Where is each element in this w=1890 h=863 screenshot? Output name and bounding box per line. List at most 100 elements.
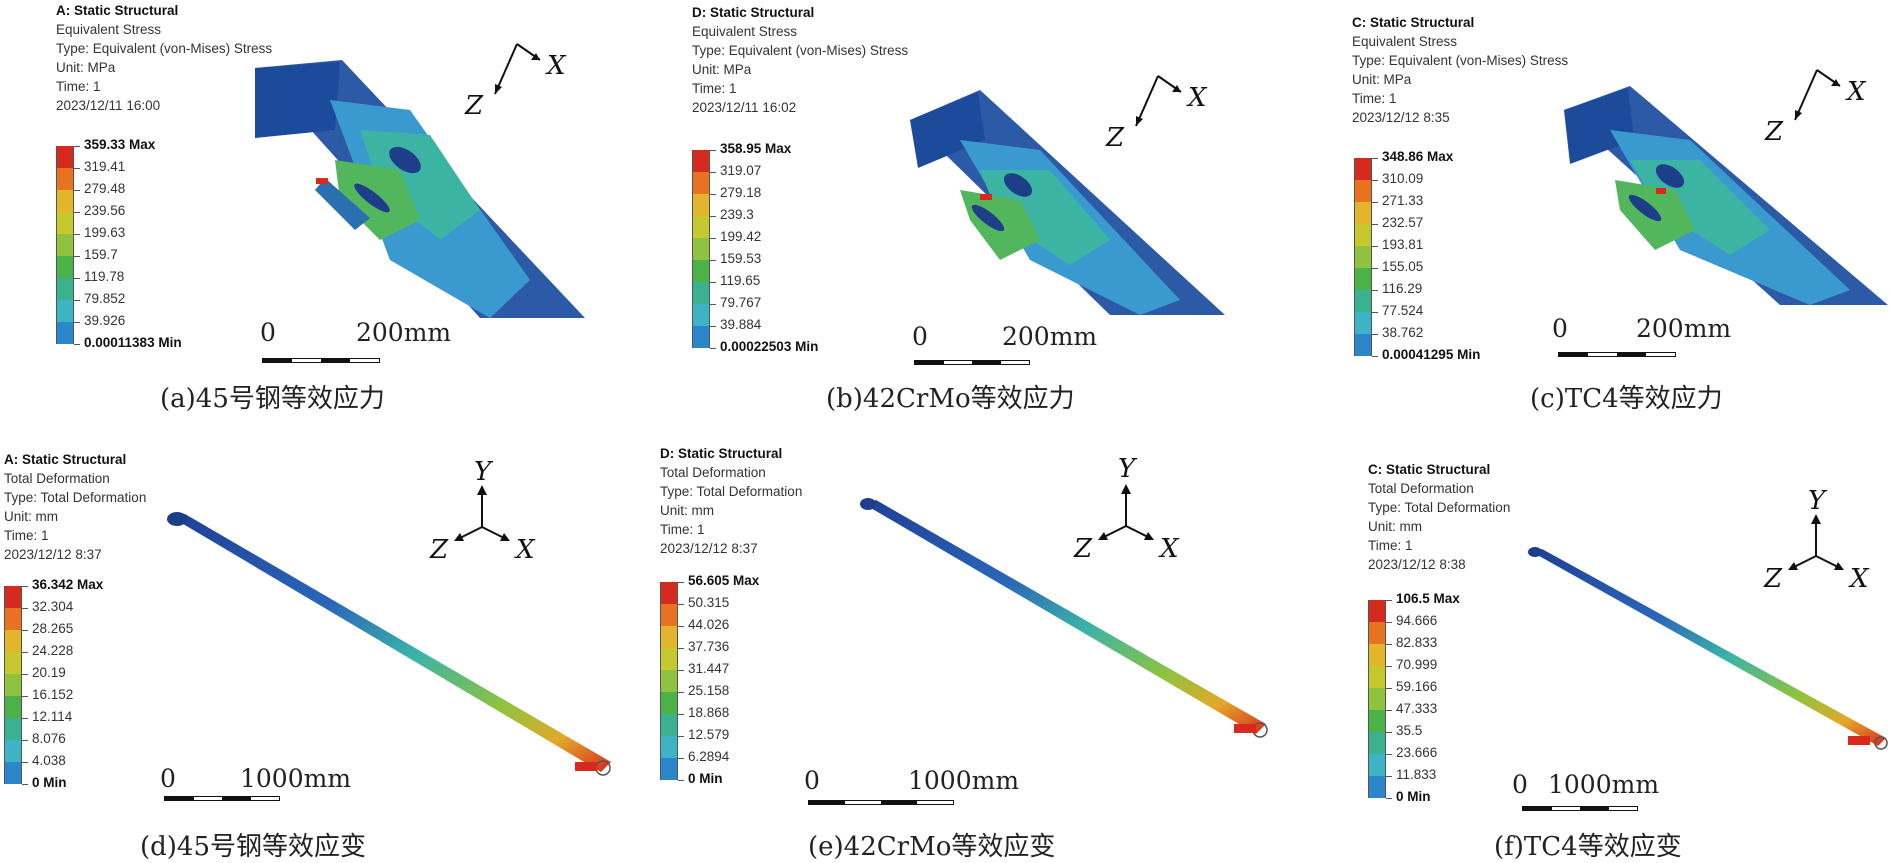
legend-color-band — [660, 692, 678, 714]
legend-value-label: 279.48 — [84, 181, 126, 196]
legend-color-band — [1354, 246, 1372, 268]
legend-max-label: 36.342 Max — [32, 577, 104, 592]
legend-value-label: 4.038 — [32, 753, 66, 768]
legend-max-label: 358.95 Max — [720, 141, 792, 156]
result-date: 2023/12/12 8:35 — [1352, 110, 1450, 125]
result-header: C: Static Structural Total Deformation T… — [1368, 460, 1510, 574]
legend-color-band — [1354, 290, 1372, 312]
legend-value-label: 11.833 — [1396, 767, 1437, 782]
legend-color-band — [56, 190, 74, 212]
legend-color-band — [1354, 268, 1372, 290]
result-name: Equivalent Stress — [692, 24, 798, 39]
result-unit: Unit: MPa — [1352, 72, 1412, 87]
legend-color-band — [56, 146, 74, 168]
axis-z-label: Z — [1764, 117, 1784, 147]
legend-value-label: 38.762 — [1382, 325, 1424, 340]
result-header: D: Static Structural Total Deformation T… — [660, 444, 802, 558]
scale-start-label: 0 — [260, 318, 276, 347]
coordinate-triad-icon: X Z — [464, 43, 567, 121]
legend-value-label: 12.579 — [688, 727, 730, 742]
result-name: Total Deformation — [4, 471, 110, 486]
legend-color-band — [1368, 710, 1386, 732]
legend-value-label: 94.666 — [1396, 613, 1438, 628]
legend-value-label: 199.63 — [84, 225, 126, 240]
legend-value-label: 77.524 — [1382, 303, 1424, 318]
coordinate-triad-icon: Y Z X — [1763, 486, 1870, 594]
legend-color-band — [692, 304, 710, 326]
legend-value-label: 310.09 — [1382, 171, 1424, 186]
legend-value-label: 32.304 — [32, 599, 74, 614]
legend-color-band — [1354, 202, 1372, 224]
legend-color-band — [4, 762, 22, 784]
max-probe-icon — [316, 178, 328, 184]
legend-color-band — [692, 172, 710, 194]
legend-value-label: 20.19 — [32, 665, 66, 680]
legend-value-label: 47.333 — [1396, 701, 1438, 716]
legend-color-band — [56, 278, 74, 300]
legend-value-label: 199.42 — [720, 229, 762, 244]
figure-caption: (e)42CrMo等效应变 — [808, 832, 1056, 862]
axis-x-label: X — [1158, 534, 1180, 563]
result-type: Type: Equivalent (von-Mises) Stress — [56, 41, 273, 56]
stress-model-view — [1564, 86, 1888, 305]
legend-min-label: 0.00011383 Min — [84, 335, 182, 350]
result-date: 2023/12/11 16:00 — [56, 98, 161, 113]
scale-start-label: 0 — [912, 322, 928, 351]
legend-color-band — [1354, 312, 1372, 334]
legend-color-band — [1354, 224, 1372, 246]
legend-value-label: 59.166 — [1396, 679, 1438, 694]
result-time: Time: 1 — [1368, 538, 1413, 553]
legend-value-label: 79.852 — [84, 291, 126, 306]
legend-value-label: 35.5 — [1396, 723, 1423, 738]
stress-model-view — [910, 90, 1225, 315]
coordinate-triad-icon: X Z — [1105, 75, 1208, 153]
result-time: Time: 1 — [692, 81, 737, 96]
coordinate-triad-icon: X Z — [1764, 69, 1867, 147]
legend-color-band — [4, 696, 22, 718]
max-probe-icon — [1656, 188, 1666, 194]
figure-caption: (c)TC4等效应力 — [1530, 384, 1723, 414]
legend-value-label: 50.315 — [688, 595, 730, 610]
result-unit: Unit: MPa — [692, 62, 752, 77]
result-time: Time: 1 — [56, 79, 101, 94]
scale-end-label: 1000mm — [240, 764, 352, 793]
result-type: Type: Total Deformation — [660, 484, 803, 499]
legend-value-label: 16.152 — [32, 687, 74, 702]
result-header: A: Static Structural Equivalent Stress T… — [56, 1, 272, 115]
result-date: 2023/12/11 16:02 — [692, 100, 797, 115]
legend-value-label: 31.447 — [688, 661, 730, 676]
legend-value-label: 279.18 — [720, 185, 762, 200]
legend-color-band — [1368, 732, 1386, 754]
result-unit: Unit: mm — [4, 509, 58, 524]
legend-color-band — [660, 648, 678, 670]
legend-max-label: 56.605 Max — [688, 573, 760, 588]
scale-end-label: 200mm — [356, 318, 452, 347]
legend-min-label: 0 Min — [688, 771, 723, 786]
max-probe-icon — [575, 762, 597, 771]
legend-color-band — [660, 670, 678, 692]
legend-color-band — [4, 630, 22, 652]
legend-color-band — [4, 740, 22, 762]
result-unit: Unit: MPa — [56, 60, 116, 75]
analysis-title: A: Static Structural — [4, 452, 127, 467]
figure-caption: (d)45号钢等效应变 — [140, 832, 367, 862]
legend-value-label: 24.228 — [32, 643, 74, 658]
scale-end-label: 200mm — [1002, 322, 1098, 351]
axis-z-label: Z — [429, 535, 449, 565]
result-type: Type: Equivalent (von-Mises) Stress — [692, 43, 909, 58]
legend-color-band — [56, 168, 74, 190]
legend-value-label: 23.666 — [1396, 745, 1438, 760]
legend-value-label: 271.33 — [1382, 193, 1424, 208]
legend-value-label: 70.999 — [1396, 657, 1438, 672]
legend-value-label: 39.926 — [84, 313, 126, 328]
legend-color-band — [1368, 600, 1386, 622]
scale-start-label: 0 — [1512, 770, 1528, 799]
legend-color-band — [660, 736, 678, 758]
legend-value-label: 18.868 — [688, 705, 730, 720]
axis-z-label: Z — [1763, 564, 1783, 594]
legend-min-label: 0.00022503 Min — [720, 339, 819, 354]
result-name: Total Deformation — [1368, 481, 1474, 496]
coordinate-triad-icon: Y Z X — [1073, 454, 1180, 563]
result-unit: Unit: mm — [660, 503, 714, 518]
legend-color-band — [1354, 334, 1372, 356]
